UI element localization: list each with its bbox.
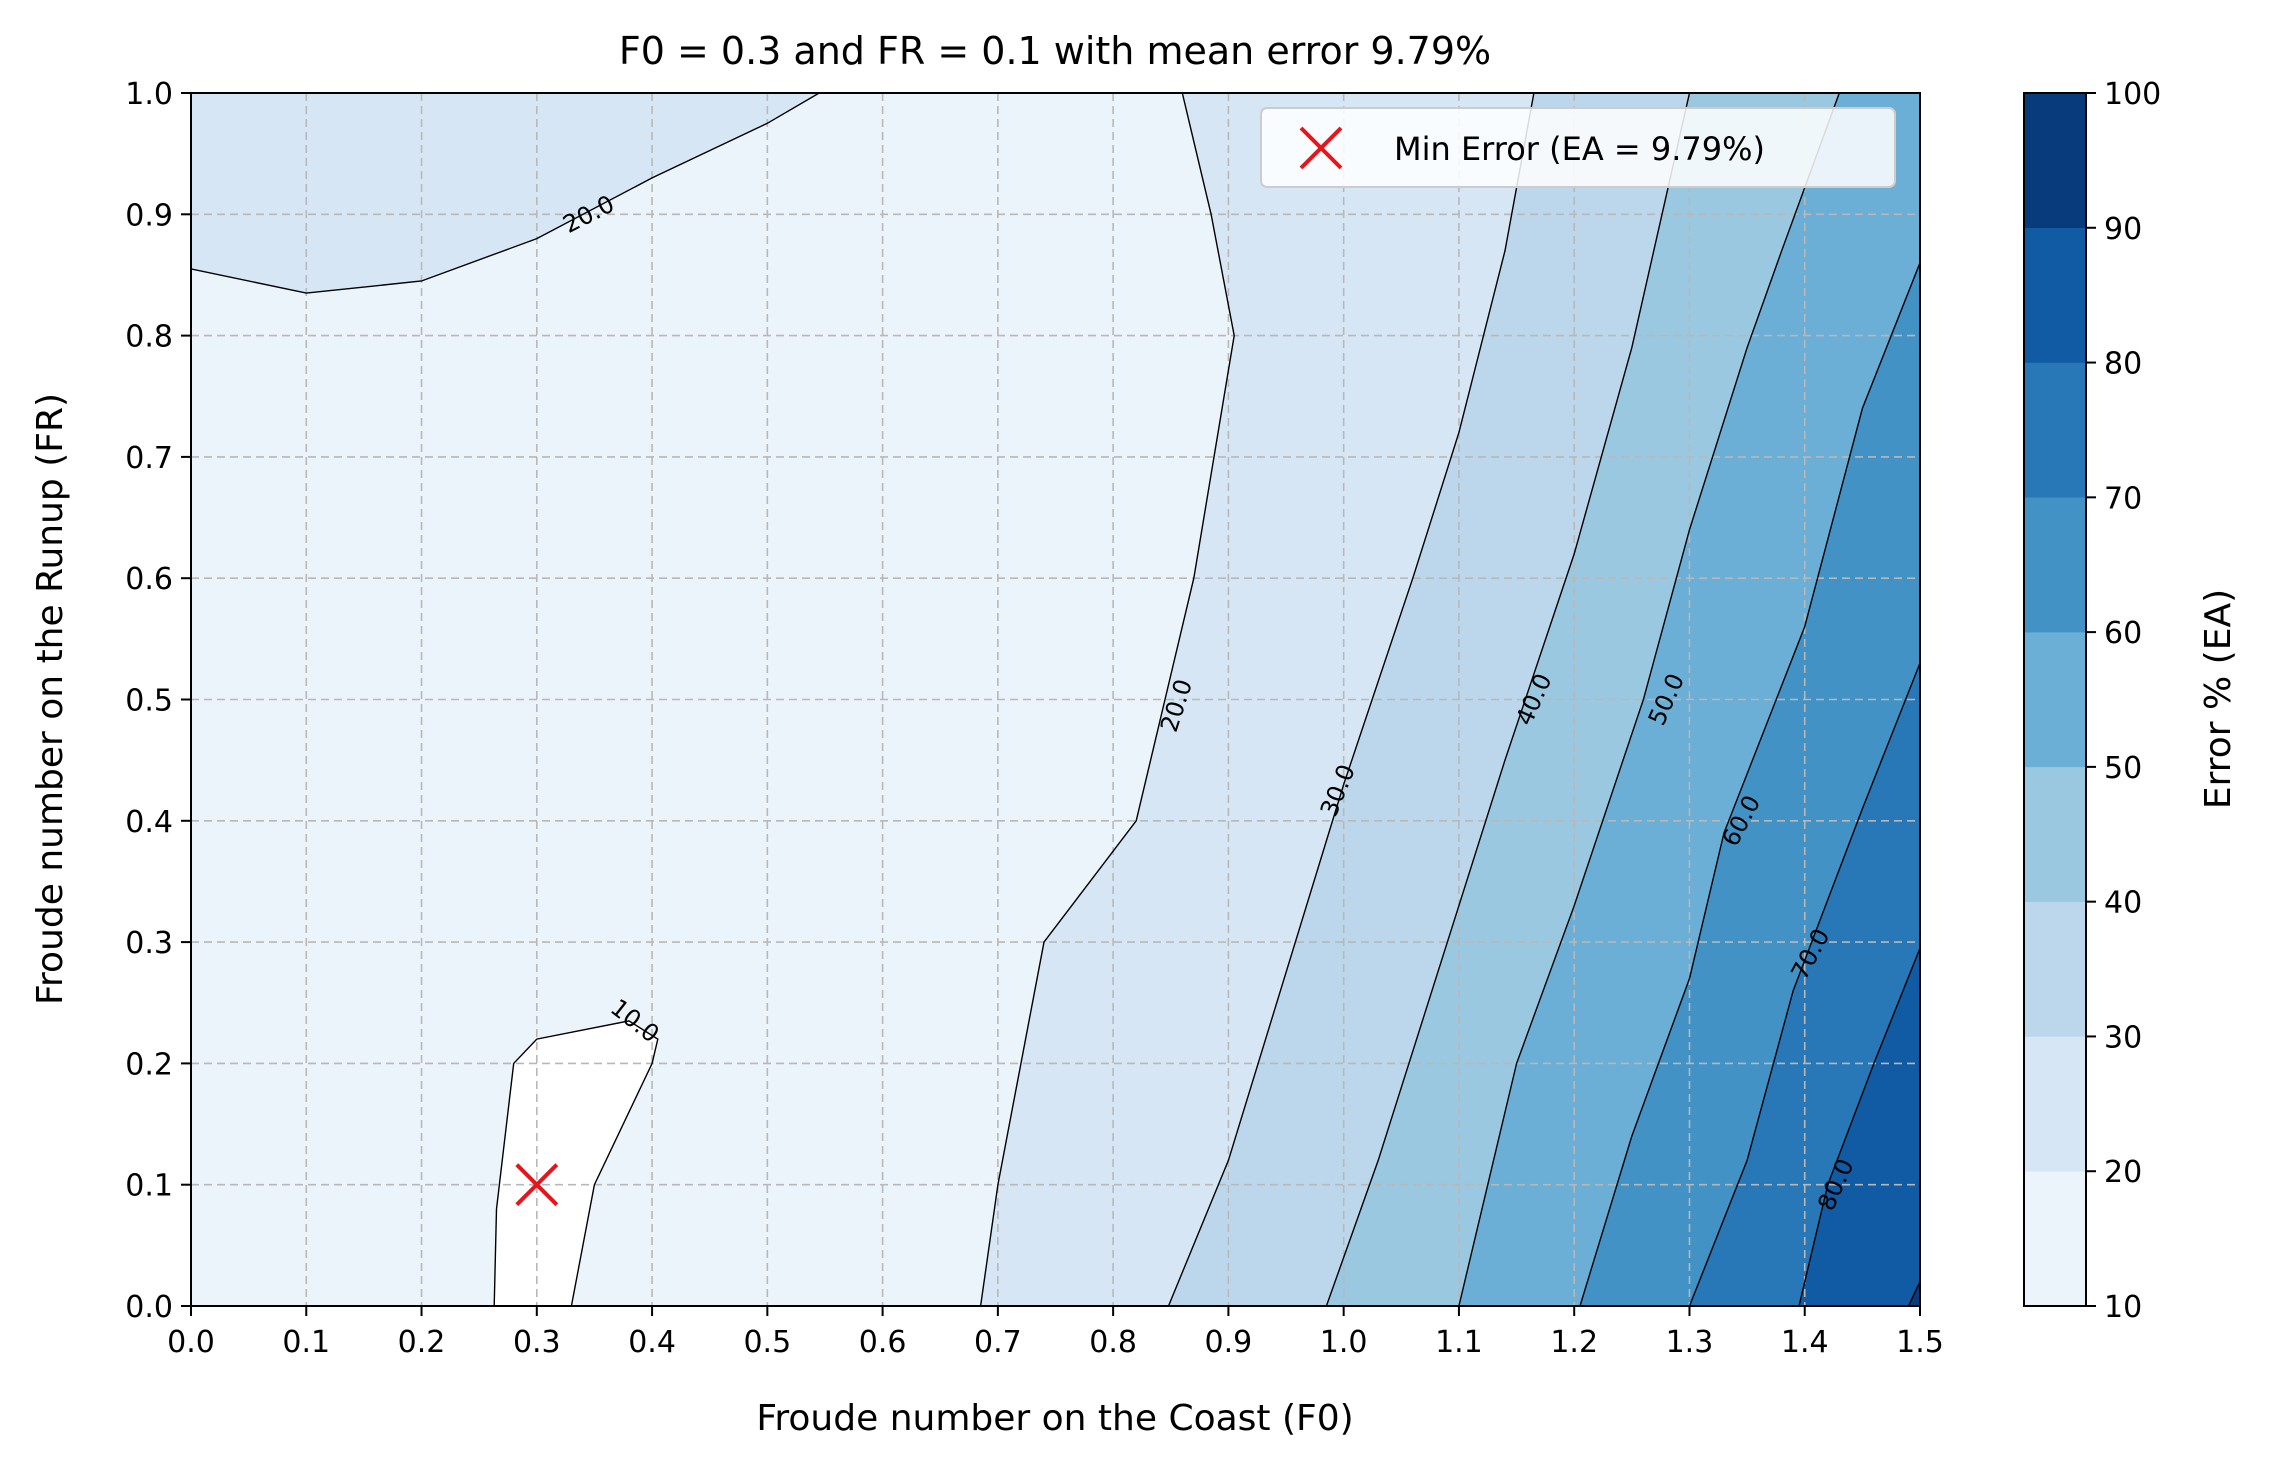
colorbar-segment-30 <box>2023 901 2087 1037</box>
y-tick-label: 0.0 <box>125 1290 173 1325</box>
contour-line-layer <box>191 93 1920 1306</box>
colorbar-tick-label: 20 <box>2104 1155 2142 1190</box>
x-tick-label: 0.7 <box>974 1325 1022 1360</box>
grid-layer <box>191 93 1920 1306</box>
contour-line-30 <box>1167 93 1535 1306</box>
y-tick-label: 0.9 <box>125 198 173 233</box>
colorbar-segments <box>2023 92 2087 1307</box>
marker-layer <box>515 1163 559 1207</box>
y-tick-label: 0.6 <box>125 562 173 597</box>
chart-title: F0 = 0.3 and FR = 0.1 with mean error 9.… <box>619 29 1491 73</box>
colorbar-segment-50 <box>2023 631 2087 768</box>
x-tick-label: 0.4 <box>628 1325 676 1360</box>
contour-line-80 <box>1798 947 1920 1306</box>
colorbar-tick-label: 60 <box>2104 616 2142 651</box>
y-tick-label: 0.8 <box>125 320 173 355</box>
legend-x-icon <box>1299 126 1343 170</box>
colorbar-frame <box>2023 92 2087 1307</box>
contour-line-40 <box>1325 93 1691 1306</box>
contour-line-10 <box>493 1020 659 1306</box>
colorbar-tick-label: 70 <box>2104 481 2142 516</box>
y-tick-label: 0.1 <box>125 1169 173 1204</box>
colorbar-segment-40 <box>2023 766 2087 902</box>
y-tick-label: 0.4 <box>125 805 173 840</box>
x-tick-label: 0.0 <box>167 1325 215 1360</box>
colorbar: 10 20 30 40 50 60 70 80 90 100 Error % (EA) <box>2023 77 2239 1325</box>
legend-marker-x-icon <box>1299 126 1343 170</box>
contour-line-20 <box>979 93 1235 1306</box>
colorbar-segment-80 <box>2023 227 2087 363</box>
x-tick-label: 0.9 <box>1205 1325 1253 1360</box>
colorbar-ticks: 10 20 30 40 50 60 70 80 90 100 <box>2086 77 2161 1325</box>
y-axis-ticks: 0.0 0.1 0.2 0.3 0.4 0.5 0.6 0.7 0.8 0.9 1.0 <box>125 77 191 1325</box>
x-tick-label: 0.2 <box>398 1325 446 1360</box>
colorbar-segment-10 <box>2023 1170 2087 1307</box>
colorbar-tick-label: 40 <box>2104 886 2142 921</box>
colorbar-tick-label: 50 <box>2104 751 2142 786</box>
x-tick-label: 0.6 <box>859 1325 907 1360</box>
colorbar-tick-label: 10 <box>2104 1290 2142 1325</box>
x-tick-label: 0.1 <box>282 1325 330 1360</box>
x-tick-label: 0.3 <box>513 1325 561 1360</box>
contour-line-60 <box>1579 262 1920 1306</box>
colorbar-title: Error % (EA) <box>2198 589 2239 809</box>
x-axis-title: Froude number on the Coast (F0) <box>756 1398 1353 1439</box>
contour-line-70 <box>1688 662 1920 1306</box>
x-tick-label: 0.8 <box>1089 1325 1137 1360</box>
colorbar-tick-label: 80 <box>2104 347 2142 382</box>
colorbar-tick-label: 30 <box>2104 1020 2142 1055</box>
x-axis-ticks: 0.0 0.1 0.2 0.3 0.4 0.5 0.6 0.7 0.8 0.9 1.0 1.1 1.2 1… <box>167 1306 1944 1360</box>
colorbar-segment-70 <box>2023 362 2087 498</box>
x-tick-label: 1.2 <box>1550 1325 1598 1360</box>
y-tick-label: 0.2 <box>125 1047 173 1082</box>
colorbar-tick-label: 90 <box>2104 212 2142 247</box>
x-tick-label: 1.4 <box>1781 1325 1829 1360</box>
colorbar-segment-60 <box>2023 497 2087 633</box>
colorbar-tick-label: 100 <box>2104 77 2161 112</box>
plot-area: 10.020.020.030.040.0 50.060.070.080.0 <box>191 93 1920 1306</box>
x-tick-label: 1.1 <box>1435 1325 1483 1360</box>
y-tick-label: 1.0 <box>125 77 173 112</box>
contour-line-90 <box>1907 1281 1920 1306</box>
contour-line-50 <box>1458 93 1840 1306</box>
legend-box <box>1260 107 1896 188</box>
x-tick-label: 1.0 <box>1320 1325 1368 1360</box>
legend-entry-label: Min Error (EA = 9.79%) <box>1394 130 1765 168</box>
y-tick-label: 0.3 <box>125 926 173 961</box>
colorbar-segment-90 <box>2023 92 2087 229</box>
min-error-marker-icon <box>515 1163 559 1207</box>
y-axis-title: Froude number on the Runup (FR) <box>30 393 71 1005</box>
x-tick-label: 1.3 <box>1666 1325 1714 1360</box>
legend: Min Error (EA = 9.79%) <box>1260 107 1896 188</box>
x-tick-label: 0.5 <box>743 1325 791 1360</box>
x-tick-label: 1.5 <box>1896 1325 1944 1360</box>
contour-line-20 <box>191 93 820 294</box>
marker-stroke <box>515 1163 559 1207</box>
y-tick-label: 0.5 <box>125 684 173 719</box>
y-tick-label: 0.7 <box>125 441 173 476</box>
colorbar-segment-20 <box>2023 1036 2087 1172</box>
marker-stroke <box>1299 126 1343 170</box>
